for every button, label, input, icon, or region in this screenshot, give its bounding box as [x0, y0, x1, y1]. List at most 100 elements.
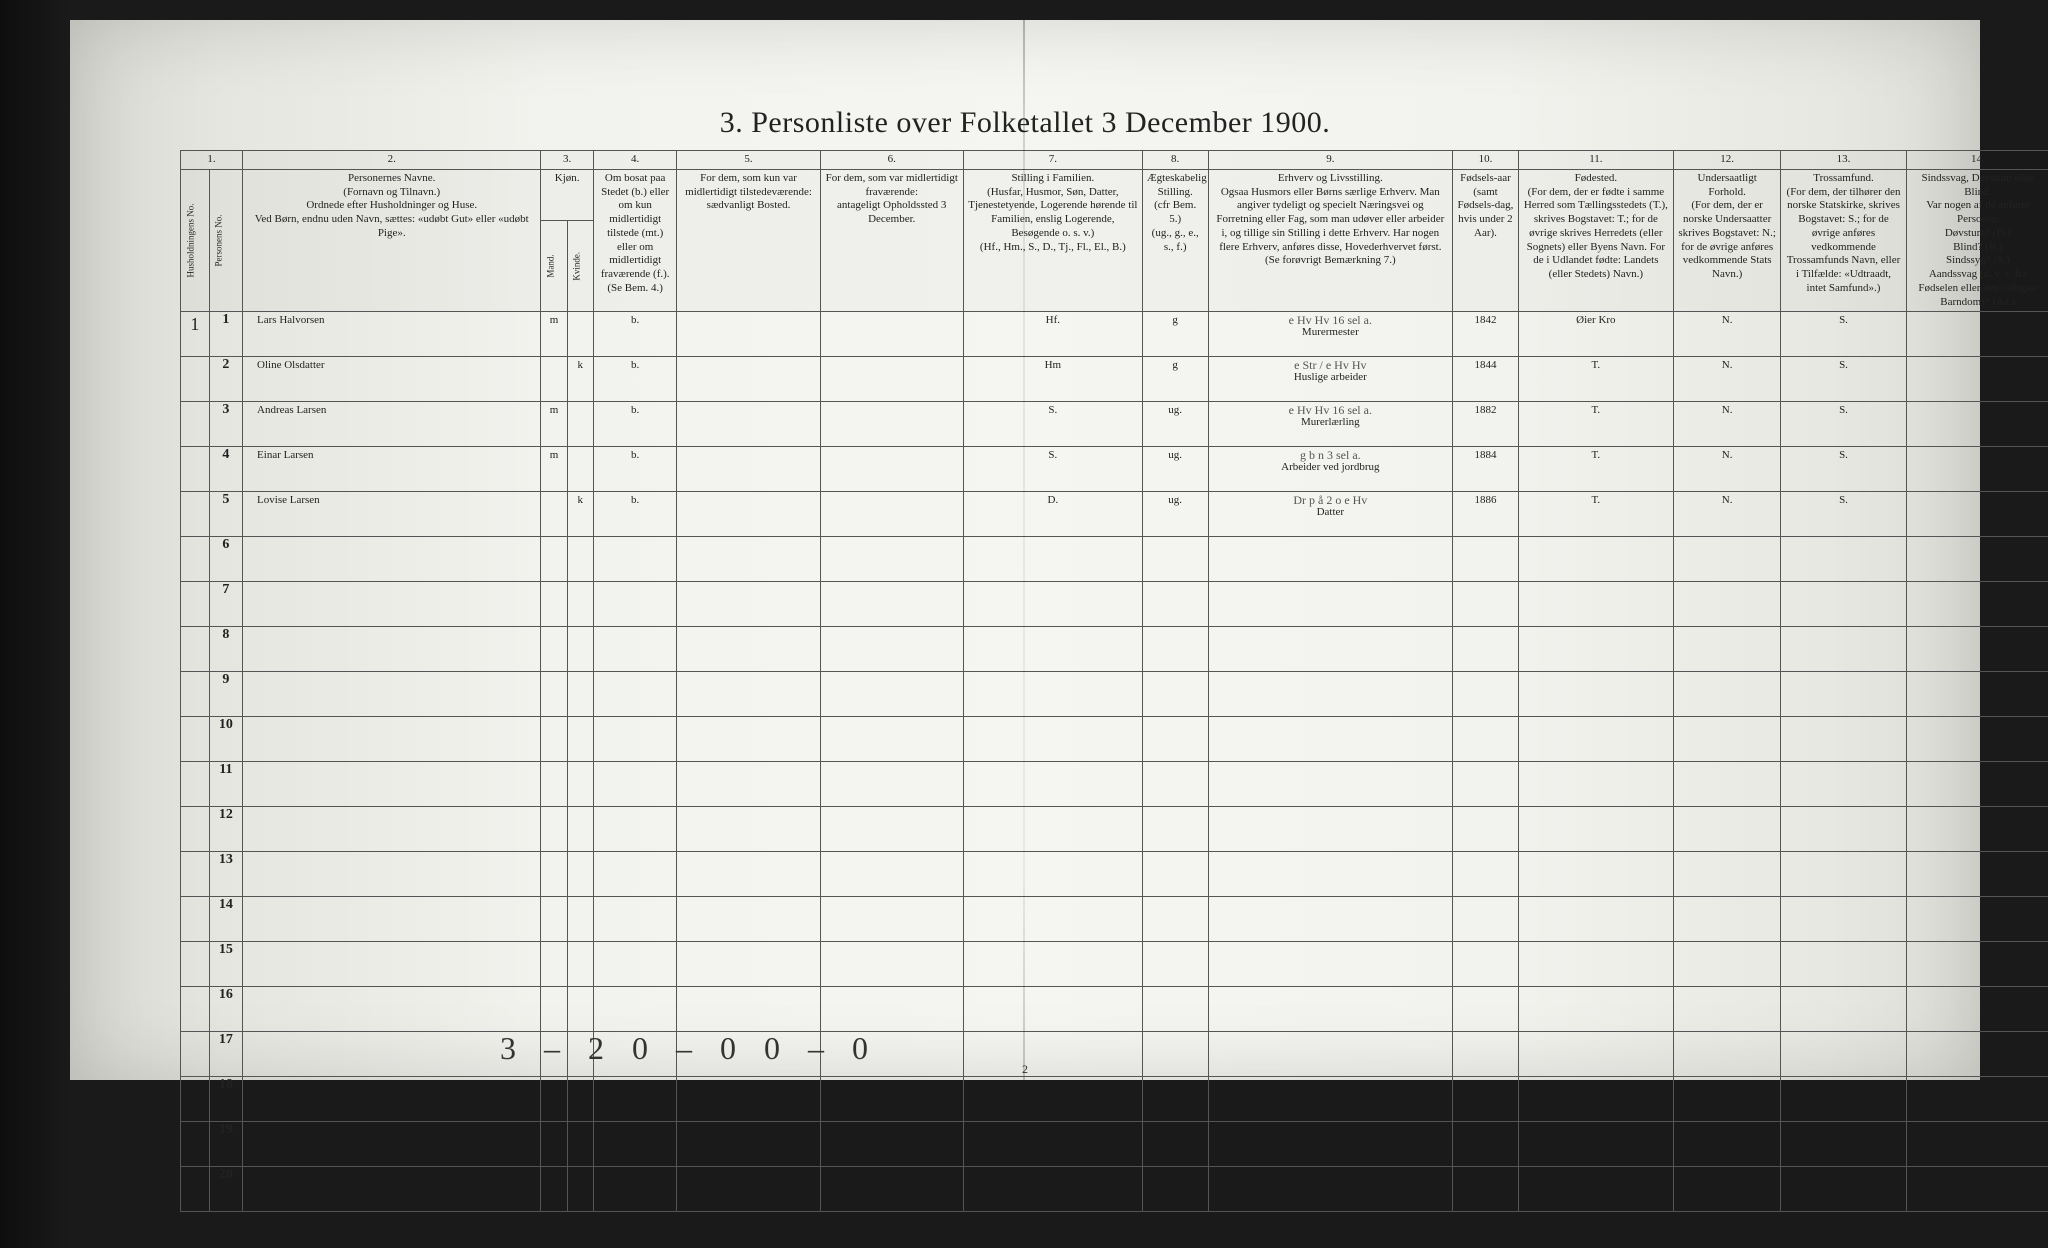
cell-infirmity	[1906, 492, 2048, 537]
cell-person-no: 4	[209, 447, 242, 492]
cell-absent	[820, 492, 963, 537]
page-title: 3. Personliste over Folketallet 3 Decemb…	[70, 106, 1980, 140]
cell-birth-year: 1884	[1453, 447, 1519, 492]
cell-empty	[820, 987, 963, 1032]
cell-empty	[1453, 717, 1519, 762]
cell-nationality: N.	[1673, 402, 1780, 447]
cell-name: Lovise Larsen	[243, 492, 541, 537]
cell-birthplace: T.	[1518, 447, 1673, 492]
cell-empty	[567, 627, 593, 672]
cell-empty	[541, 897, 567, 942]
occupation-annotation: g b n 3 sel a.	[1213, 449, 1449, 461]
cell-name: Lars Halvorsen	[243, 312, 541, 357]
cell-family-pos: Hf.	[963, 312, 1142, 357]
cell-person-no: 19	[209, 1122, 242, 1167]
colnum-14: 14.	[1906, 151, 2048, 170]
cell-empty	[1518, 537, 1673, 582]
cell-empty	[243, 942, 541, 987]
table-row: 12	[181, 807, 2048, 852]
cell-empty	[677, 1122, 820, 1167]
hdr-sex: Kjøn.	[541, 169, 594, 220]
table-row: 14	[181, 897, 2048, 942]
cell-empty	[1518, 627, 1673, 672]
cell-family-pos: D.	[963, 492, 1142, 537]
cell-birthplace: T.	[1518, 357, 1673, 402]
cell-empty	[963, 987, 1142, 1032]
colnum-5: 5.	[677, 151, 820, 170]
cell-empty	[1518, 987, 1673, 1032]
cell-person-no: 9	[209, 672, 242, 717]
cell-empty	[1673, 1032, 1780, 1077]
cell-person-no: 7	[209, 582, 242, 627]
cell-empty	[820, 1122, 963, 1167]
hdr-birth-year: Fødsels-aar (samt Fødsels-dag, hvis unde…	[1453, 169, 1519, 312]
cell-person-no: 18	[209, 1077, 242, 1122]
cell-empty	[243, 1122, 541, 1167]
cell-person-no: 14	[209, 897, 242, 942]
cell-empty	[1673, 942, 1780, 987]
cell-family-pos: S.	[963, 447, 1142, 492]
cell-empty	[1208, 762, 1453, 807]
cell-person-no: 20	[209, 1167, 242, 1212]
colnum-6: 6.	[820, 151, 963, 170]
cell-empty	[1781, 1077, 1906, 1122]
cell-empty	[593, 582, 677, 627]
cell-empty	[1673, 1077, 1780, 1122]
cell-empty	[567, 1077, 593, 1122]
cell-empty	[1453, 807, 1519, 852]
cell-empty	[820, 942, 963, 987]
cell-empty	[820, 672, 963, 717]
cell-empty	[243, 672, 541, 717]
table-row: 7	[181, 582, 2048, 627]
cell-empty	[1673, 582, 1780, 627]
cell-absent	[820, 312, 963, 357]
cell-empty	[1142, 1077, 1208, 1122]
colnum-3: 3.	[541, 151, 594, 170]
table-row: 15	[181, 942, 2048, 987]
cell-empty	[1781, 1122, 1906, 1167]
cell-empty	[963, 807, 1142, 852]
cell-empty	[1208, 852, 1453, 897]
cell-empty	[567, 672, 593, 717]
cell-empty	[963, 852, 1142, 897]
column-header-row: Husholdningens No. Personens No. Persone…	[181, 169, 2048, 220]
cell-empty	[1906, 852, 2048, 897]
cell-household	[181, 582, 210, 627]
cell-sex-k: k	[567, 357, 593, 402]
cell-infirmity	[1906, 447, 2048, 492]
table-row: 10	[181, 717, 2048, 762]
cell-person-no: 10	[209, 717, 242, 762]
cell-sex-k	[567, 312, 593, 357]
cell-empty	[1781, 807, 1906, 852]
cell-empty	[1142, 852, 1208, 897]
cell-empty	[1142, 672, 1208, 717]
cell-empty	[1906, 987, 2048, 1032]
cell-empty	[243, 582, 541, 627]
cell-empty	[1208, 717, 1453, 762]
cell-empty	[677, 1167, 820, 1212]
cell-religion: S.	[1781, 357, 1906, 402]
cell-empty	[820, 537, 963, 582]
colnum-11: 11.	[1518, 151, 1673, 170]
table-row: 20	[181, 1167, 2048, 1212]
cell-empty	[541, 717, 567, 762]
cell-empty	[1906, 762, 2048, 807]
cell-empty	[1781, 897, 1906, 942]
cell-birthplace: Øier Kro	[1518, 312, 1673, 357]
cell-religion: S.	[1781, 447, 1906, 492]
cell-empty	[541, 627, 567, 672]
cell-empty	[541, 1077, 567, 1122]
cell-empty	[1142, 1122, 1208, 1167]
cell-empty	[820, 807, 963, 852]
cell-empty	[1781, 987, 1906, 1032]
cell-empty	[820, 1167, 963, 1212]
cell-empty	[1781, 852, 1906, 897]
table-row: 19	[181, 1122, 2048, 1167]
cell-person-no: 8	[209, 627, 242, 672]
census-body: 11Lars Halvorsenmb.Hf.ge Hv Hv 16 sel a.…	[181, 312, 2048, 1212]
cell-empty	[567, 762, 593, 807]
table-row: 11Lars Halvorsenmb.Hf.ge Hv Hv 16 sel a.…	[181, 312, 2048, 357]
cell-empty	[1906, 627, 2048, 672]
cell-household	[181, 357, 210, 402]
cell-empty	[1518, 582, 1673, 627]
